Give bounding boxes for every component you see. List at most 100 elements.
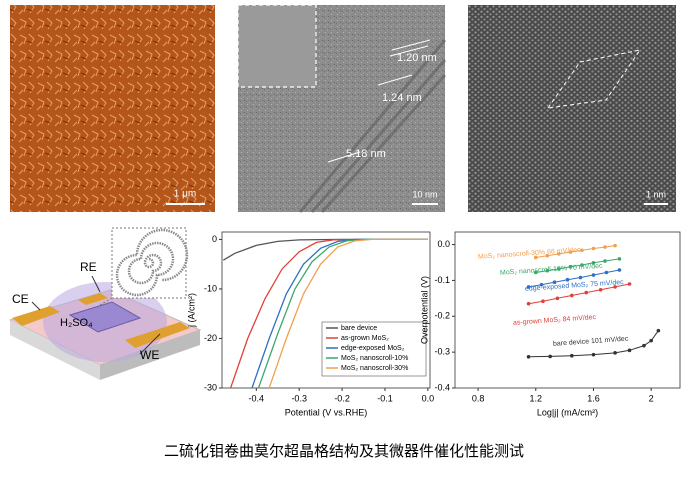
plot-frame	[454, 231, 681, 389]
data-point	[533, 255, 538, 260]
schematic-label: RE	[80, 260, 97, 274]
y-tick-label: -10	[204, 283, 217, 293]
measure-line	[391, 39, 431, 51]
data-point	[627, 282, 632, 286]
data-point	[617, 268, 622, 272]
data-point	[539, 282, 544, 287]
y-tick-label: -0.1	[434, 275, 450, 285]
moire-cell	[546, 49, 642, 109]
series-line	[535, 245, 616, 258]
annotation: 1.24 nm	[382, 92, 422, 104]
series-label: edge-exposed MoS₂ 75 mV/dec	[525, 279, 625, 293]
data-point	[568, 250, 573, 254]
x-tick-label: -0.2	[334, 393, 350, 403]
series-line	[268, 238, 428, 389]
data-point	[598, 287, 603, 292]
y-tick-label: -20	[204, 333, 217, 343]
data-point	[555, 296, 560, 301]
y-tick-label: 0	[212, 234, 217, 244]
data-point	[557, 267, 561, 271]
data-point	[603, 245, 607, 249]
x-tick-label: -0.1	[377, 393, 393, 403]
series-label: bare device 101 mV/dec	[553, 336, 629, 348]
plot-frame	[221, 231, 431, 389]
scale-label: 1 nm	[646, 189, 666, 199]
data-point	[649, 338, 653, 343]
data-point	[591, 261, 596, 265]
device-schematic	[8, 227, 202, 380]
annotation: 5.18 nm	[346, 148, 386, 160]
y-tick-label: -0.2	[434, 311, 450, 321]
data-point	[591, 246, 596, 251]
data-point	[526, 301, 531, 306]
data-point	[570, 353, 574, 358]
legend-label: bare device	[341, 325, 377, 332]
series-label: as-grown MoS₂ 84 mV/dec	[513, 314, 597, 327]
data-point	[552, 280, 557, 285]
scale-label: 1 μm	[174, 189, 196, 200]
schematic-label: WE	[140, 348, 159, 362]
legend-label: as-grown MoS₂	[341, 335, 389, 342]
data-point	[557, 252, 561, 256]
data-point	[613, 285, 617, 289]
schematic-label: CE	[12, 292, 29, 306]
y-tick-label: 0.0	[437, 239, 450, 249]
data-point	[568, 264, 573, 269]
data-point	[603, 259, 607, 263]
afm-image	[10, 5, 215, 212]
data-point	[580, 263, 584, 267]
data-point	[591, 273, 596, 277]
legend-label: MoS₂ nanoscroll-30%	[341, 365, 408, 372]
data-point	[604, 270, 609, 275]
data-point	[617, 257, 622, 261]
data-point	[584, 290, 589, 295]
schematic-label: H₂SO₄	[60, 317, 93, 329]
measure-line	[389, 45, 429, 57]
data-point	[656, 328, 661, 333]
data-point	[591, 352, 596, 357]
data-point	[578, 275, 583, 280]
annotation: 1.20 nm	[397, 52, 437, 64]
y-tick-label: -0.4	[434, 382, 450, 392]
data-point	[541, 299, 545, 304]
legend-label: MoS₂ nanoscroll-10%	[341, 355, 408, 362]
x-tick-label: 0.8	[472, 393, 485, 403]
data-point	[580, 248, 584, 253]
data-point	[548, 354, 552, 359]
measure-line	[327, 151, 361, 163]
data-point	[613, 351, 617, 355]
series-label: MoS₂ nanoscroll-30% 66 mV/dec	[478, 247, 581, 261]
series-line	[528, 283, 630, 305]
data-point	[627, 348, 632, 353]
legend-box	[321, 321, 427, 377]
series-line	[528, 269, 620, 288]
series-label: MoS₂ nanoscroll-10% 70 mV/dec	[500, 263, 603, 277]
x-tick-label: 1.2	[530, 393, 543, 403]
scroll-walls	[298, 39, 447, 214]
y-axis-label: j (A/cm²)	[186, 293, 196, 328]
data-point	[613, 243, 617, 248]
series-line	[257, 238, 428, 389]
data-point	[545, 253, 550, 258]
series-line	[251, 238, 428, 389]
data-point	[533, 270, 538, 275]
caption: 二硫化钼卷曲莫尔超晶格结构及其微器件催化性能测试	[164, 443, 524, 460]
x-tick-label: -0.4	[249, 393, 265, 403]
x-tick-label: 2	[649, 393, 654, 403]
data-point	[565, 277, 570, 282]
x-tick-label: -0.3	[291, 393, 307, 403]
data-point	[642, 343, 646, 348]
data-point	[526, 355, 531, 359]
measure-line	[377, 74, 413, 86]
hrtem-image	[468, 5, 676, 212]
x-axis-label: Potential (V vs.RHE)	[285, 407, 368, 417]
y-tick-label: -0.3	[434, 347, 450, 357]
legend-label: edge-exposed MoS₂	[341, 345, 405, 352]
data-point	[545, 268, 550, 273]
x-tick-label: 0.0	[422, 393, 435, 403]
y-axis-label: Overpotential (V)	[419, 276, 429, 344]
data-point	[570, 293, 574, 298]
series-line	[535, 258, 620, 273]
y-tick-label: -30	[204, 382, 217, 392]
